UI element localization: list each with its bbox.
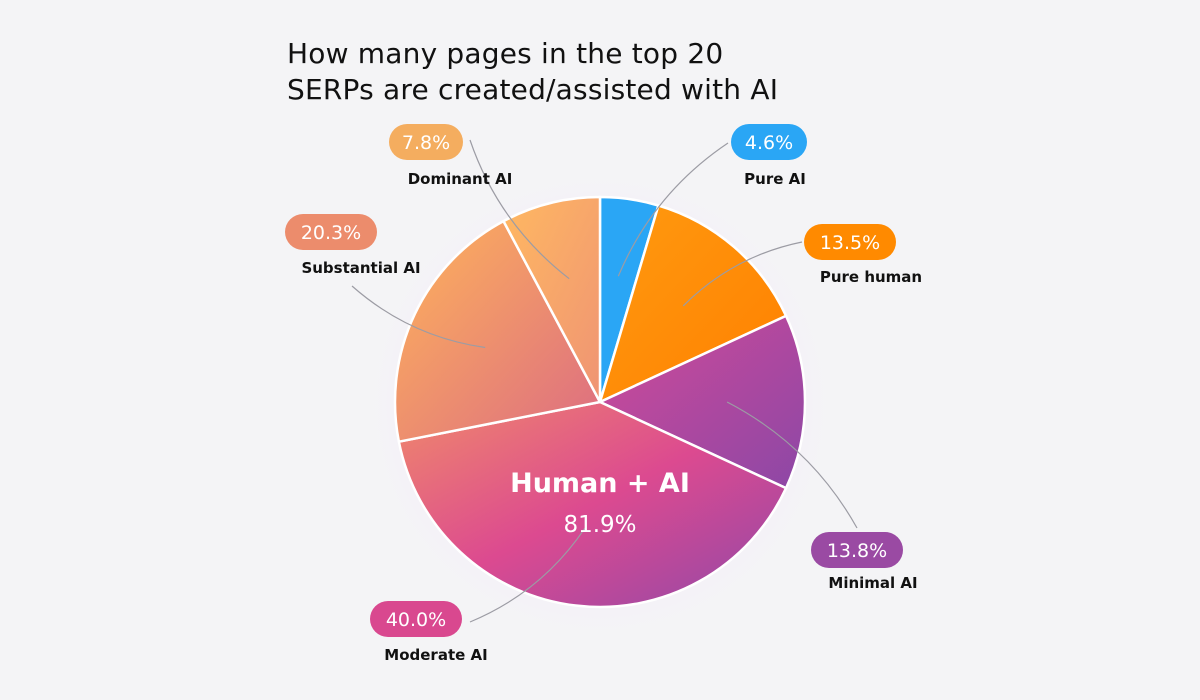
value-label-minimal-ai: 13.8% (827, 540, 887, 562)
leader-lines (351, 139, 858, 623)
center-label-title: Human + AI (510, 468, 690, 499)
value-label-pure-human: 13.5% (820, 232, 880, 254)
slice-label-pure-ai: Pure AI (744, 170, 806, 188)
value-pill-pure-human (804, 224, 896, 260)
slice-label-dominant-ai: Dominant AI (408, 170, 513, 188)
callout-moderate-ai: 40.0% Moderate AI (370, 601, 488, 664)
slice-label-pure-human: Pure human (820, 268, 922, 286)
leader-line-pure-human (682, 241, 803, 307)
chart-title: How many pages in the top 20 SERPs are c… (287, 36, 778, 108)
callout-pure-human: 13.5% Pure human (804, 224, 922, 286)
pie-slice-minimal-ai (598, 314, 807, 490)
value-label-moderate-ai: 40.0% (386, 609, 446, 631)
pie-slice-dominant-ai (502, 195, 602, 404)
pie-slice-moderate-ai (397, 400, 788, 609)
chart-title-line-2: SERPs are created/assisted with AI (287, 73, 779, 106)
callout-minimal-ai: 13.8% Minimal AI (811, 532, 918, 592)
value-label-dominant-ai: 7.8% (402, 132, 450, 154)
slice-label-minimal-ai: Minimal AI (828, 574, 917, 592)
value-pill-minimal-ai (811, 532, 903, 568)
slice-label-substantial-ai: Substantial AI (301, 259, 420, 277)
pie-slice-pure-human (598, 204, 788, 404)
pie-slice-substantial-ai (393, 219, 602, 443)
value-pill-pure-ai (731, 124, 807, 160)
pie-slices (393, 195, 807, 609)
center-label-value: 81.9% (563, 512, 636, 538)
slice-label-moderate-ai: Moderate AI (384, 646, 487, 664)
callout-dominant-ai: 7.8% Dominant AI (389, 124, 512, 188)
leader-line-minimal-ai (726, 401, 858, 529)
value-pill-dominant-ai (389, 124, 463, 160)
callout-substantial-ai: 20.3% Substantial AI (285, 214, 421, 277)
value-label-pure-ai: 4.6% (745, 132, 793, 154)
leader-line-dominant-ai (469, 139, 570, 280)
leader-line-moderate-ai (469, 527, 586, 623)
chart-title-line-1: How many pages in the top 20 (287, 37, 724, 70)
leader-line-pure-ai (617, 142, 729, 277)
callout-pure-ai: 4.6% Pure AI (731, 124, 807, 188)
value-pill-substantial-ai (285, 214, 377, 250)
leader-line-substantial-ai (351, 285, 486, 349)
value-pill-moderate-ai (370, 601, 462, 637)
value-label-substantial-ai: 20.3% (301, 222, 361, 244)
